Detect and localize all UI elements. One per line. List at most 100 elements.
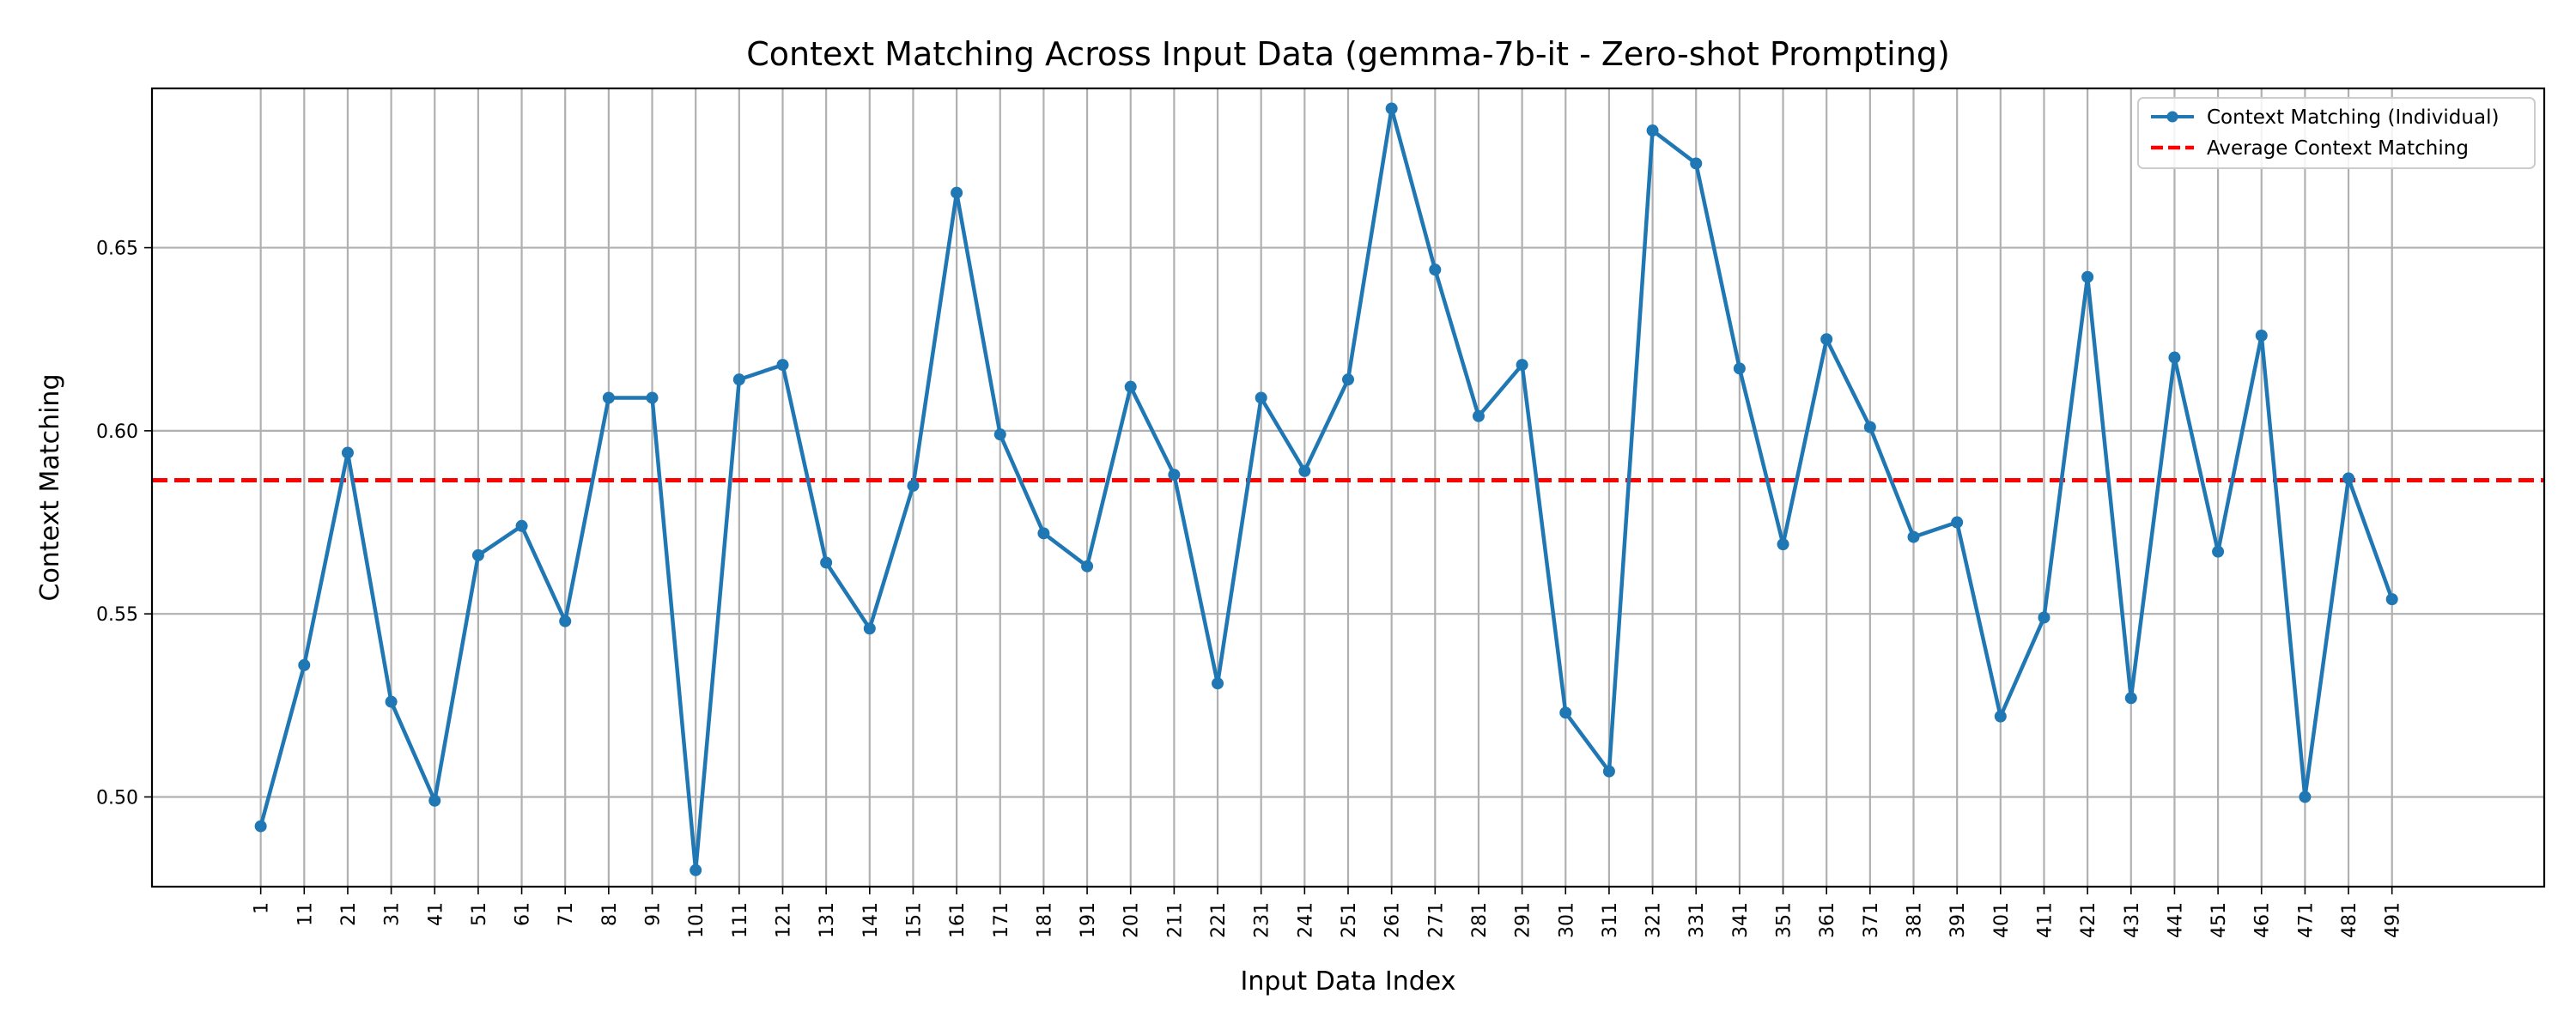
x-tick-label: 391 <box>1947 902 1969 938</box>
x-tick-label: 311 <box>1600 902 1621 938</box>
x-tick-label: 301 <box>1556 902 1577 938</box>
x-tick-label: 271 <box>1425 902 1447 938</box>
data-point <box>298 658 311 671</box>
data-point <box>1907 530 1920 543</box>
y-tick-label: 0.65 <box>96 239 138 260</box>
data-point <box>1820 333 1833 346</box>
legend-label-average: Average Context Matching <box>2207 137 2469 160</box>
data-point <box>515 519 528 532</box>
x-tick-label: 251 <box>1339 902 1360 938</box>
grid-layer <box>152 88 2544 887</box>
x-tick-label: 231 <box>1252 902 1273 938</box>
data-point <box>2038 611 2050 624</box>
data-point <box>471 548 484 561</box>
x-tick-label: 451 <box>2208 902 2230 938</box>
data-point <box>2124 692 2137 705</box>
data-point <box>993 428 1006 441</box>
data-point <box>1602 765 1615 778</box>
data-point <box>2385 593 2398 606</box>
data-point <box>907 479 920 492</box>
data-point <box>863 622 876 635</box>
x-tick-label: 431 <box>2122 902 2143 938</box>
x-tick-label: 141 <box>860 902 882 938</box>
data-point <box>951 186 963 199</box>
x-tick-label: 71 <box>556 902 577 926</box>
x-tick-label: 471 <box>2295 902 2317 938</box>
data-point <box>690 863 702 876</box>
x-tick-label: 21 <box>338 902 360 926</box>
data-point <box>2081 270 2094 283</box>
x-tick-label: 321 <box>1643 902 1665 938</box>
data-point <box>1081 560 1094 573</box>
x-tick-label: 91 <box>643 902 665 926</box>
data-point <box>341 446 354 459</box>
data-point <box>1516 359 1528 372</box>
x-tick-label: 241 <box>1295 902 1316 938</box>
x-tick-label: 51 <box>469 902 490 926</box>
x-tick-label: 421 <box>2078 902 2099 938</box>
x-tick-label: 191 <box>1078 902 1099 938</box>
data-point <box>1690 157 1703 170</box>
data-point <box>2212 545 2225 558</box>
y-axis-ticks: 0.50 0.55 0.60 0.65 <box>96 239 152 809</box>
x-tick-label: 331 <box>1686 902 1708 938</box>
x-tick-label: 341 <box>1730 902 1752 938</box>
data-point <box>646 391 659 404</box>
data-point <box>2168 351 2181 364</box>
x-tick-label: 131 <box>817 902 838 938</box>
x-tick-label: 351 <box>1774 902 1795 938</box>
x-tick-label: 31 <box>382 902 404 926</box>
x-tick-label: 211 <box>1164 902 1186 938</box>
x-tick-label: 201 <box>1121 902 1143 938</box>
x-tick-label: 161 <box>947 902 969 938</box>
x-axis-ticks: 1 11 21 31 41 51 61 71 81 91 101 111 121 131 141 151 161… <box>252 887 2404 938</box>
x-tick-label: 61 <box>513 902 534 926</box>
data-point <box>1168 469 1181 482</box>
data-point <box>1298 464 1311 477</box>
data-point <box>820 556 833 569</box>
legend: Context Matching (Individual) Average Co… <box>2137 97 2536 169</box>
x-tick-label: 401 <box>1991 902 2013 938</box>
x-tick-label: 281 <box>1469 902 1491 938</box>
x-tick-label: 181 <box>1034 902 1055 938</box>
data-point <box>1255 391 1267 404</box>
data-point <box>1951 516 1964 529</box>
data-point <box>602 391 615 404</box>
x-tick-label: 121 <box>773 902 794 938</box>
x-tick-label: 81 <box>599 902 621 926</box>
data-point <box>2255 329 2268 342</box>
data-point <box>732 373 745 386</box>
data-point <box>1994 710 2007 723</box>
data-point <box>2299 791 2312 803</box>
data-point <box>1646 124 1659 137</box>
x-tick-label: 221 <box>1208 902 1230 938</box>
data-point <box>428 794 441 807</box>
x-tick-label: 461 <box>2252 902 2274 938</box>
y-tick-label: 0.50 <box>96 787 138 809</box>
x-tick-label: 41 <box>425 902 447 926</box>
x-tick-label: 1 <box>252 902 273 914</box>
data-point <box>1342 373 1354 386</box>
x-tick-label: 111 <box>730 902 751 938</box>
x-tick-label: 11 <box>295 902 316 926</box>
x-tick-label: 371 <box>1861 902 1882 938</box>
data-point <box>1472 409 1485 422</box>
x-axis-label: Input Data Index <box>1241 966 1456 997</box>
x-tick-label: 171 <box>991 902 1012 938</box>
legend-marker-individual <box>2166 111 2178 123</box>
x-tick-label: 381 <box>1905 902 1926 938</box>
x-tick-label: 491 <box>2383 902 2404 938</box>
data-point <box>1037 527 1050 540</box>
data-point <box>1212 677 1224 690</box>
x-tick-label: 151 <box>903 902 925 938</box>
y-tick-label: 0.60 <box>96 421 138 443</box>
data-point <box>254 820 267 833</box>
data-point <box>385 695 398 708</box>
data-point <box>1429 264 1442 276</box>
series-line-individual <box>258 106 2394 873</box>
x-tick-label: 101 <box>686 902 708 938</box>
y-tick-label: 0.55 <box>96 604 138 626</box>
data-point <box>1733 362 1746 375</box>
data-point <box>1124 380 1137 393</box>
